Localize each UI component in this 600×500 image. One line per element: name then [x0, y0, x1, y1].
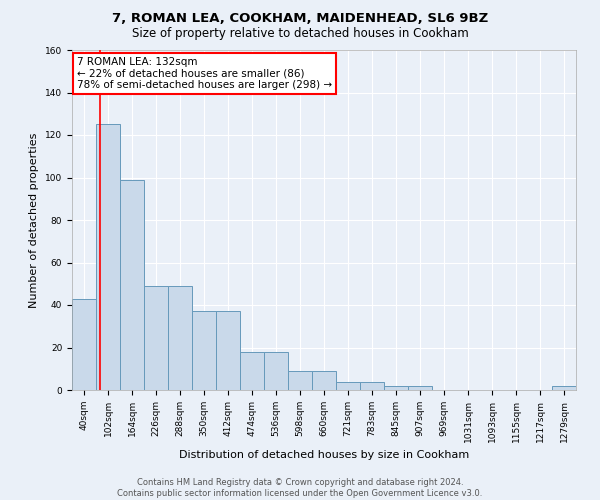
- Bar: [216, 312, 240, 390]
- Y-axis label: Number of detached properties: Number of detached properties: [29, 132, 40, 308]
- Bar: [168, 286, 192, 390]
- Bar: [360, 382, 384, 390]
- Text: 7 ROMAN LEA: 132sqm
← 22% of detached houses are smaller (86)
78% of semi-detach: 7 ROMAN LEA: 132sqm ← 22% of detached ho…: [77, 57, 332, 90]
- Bar: [336, 382, 360, 390]
- Bar: [288, 371, 312, 390]
- Bar: [240, 352, 264, 390]
- Bar: [72, 298, 96, 390]
- X-axis label: Distribution of detached houses by size in Cookham: Distribution of detached houses by size …: [179, 450, 469, 460]
- Bar: [120, 180, 144, 390]
- Text: Contains HM Land Registry data © Crown copyright and database right 2024.
Contai: Contains HM Land Registry data © Crown c…: [118, 478, 482, 498]
- Bar: [144, 286, 168, 390]
- Text: 7, ROMAN LEA, COOKHAM, MAIDENHEAD, SL6 9BZ: 7, ROMAN LEA, COOKHAM, MAIDENHEAD, SL6 9…: [112, 12, 488, 26]
- Bar: [264, 352, 288, 390]
- Bar: [552, 386, 576, 390]
- Bar: [384, 386, 408, 390]
- Bar: [312, 371, 336, 390]
- Text: Size of property relative to detached houses in Cookham: Size of property relative to detached ho…: [131, 28, 469, 40]
- Bar: [192, 312, 216, 390]
- Bar: [408, 386, 432, 390]
- Bar: [96, 124, 120, 390]
